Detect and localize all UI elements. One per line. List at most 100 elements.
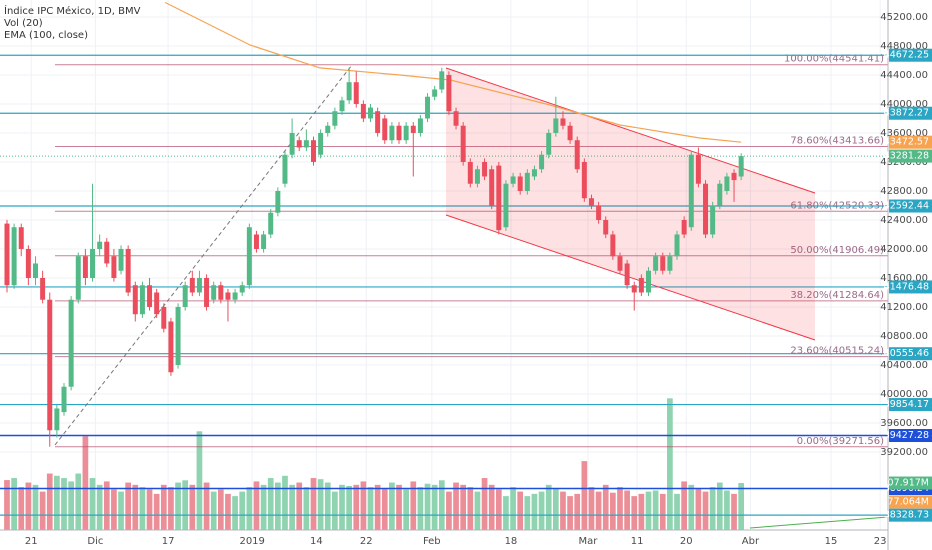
candle-body bbox=[724, 176, 730, 191]
volume-bar bbox=[595, 491, 602, 530]
x-tick-label: Abr bbox=[742, 536, 760, 547]
candle-body bbox=[253, 234, 259, 249]
volume-bar bbox=[431, 484, 438, 530]
volume-bar bbox=[403, 489, 410, 530]
level-label-bg bbox=[889, 508, 932, 522]
candle-body bbox=[674, 234, 680, 257]
volume-bar bbox=[96, 484, 103, 530]
x-tick-label: 2019 bbox=[239, 536, 264, 547]
level-label-bg bbox=[889, 106, 932, 120]
candle-body bbox=[204, 277, 210, 307]
volume-bar bbox=[652, 490, 659, 530]
candle-body bbox=[318, 132, 324, 155]
candle-body bbox=[268, 212, 274, 235]
volume-bar bbox=[182, 480, 189, 530]
volume-bar bbox=[538, 491, 545, 530]
level-label-bg bbox=[889, 398, 932, 412]
volume-bar bbox=[610, 492, 616, 530]
candle-body bbox=[339, 100, 345, 112]
candle-body bbox=[68, 299, 74, 387]
candle-body bbox=[375, 111, 381, 133]
x-tick-label: 17 bbox=[162, 536, 175, 547]
fib-label: 0.00%(39271.56) bbox=[797, 436, 884, 447]
volume-bar bbox=[531, 493, 538, 530]
y-tick-label: 44400.00 bbox=[880, 70, 928, 81]
volume-bar bbox=[68, 481, 74, 530]
volume-bar bbox=[424, 483, 431, 530]
candle-body bbox=[546, 132, 552, 155]
candle-body bbox=[360, 103, 366, 119]
level-label-bg bbox=[889, 429, 932, 443]
level-label: 40555.46 bbox=[884, 348, 929, 359]
volume-bar bbox=[324, 482, 331, 530]
candle-body bbox=[403, 125, 409, 141]
volume-bar bbox=[332, 491, 338, 530]
volume-bar bbox=[146, 489, 153, 530]
candle-body bbox=[560, 118, 566, 126]
candle-body bbox=[496, 165, 502, 231]
candle-body bbox=[282, 154, 288, 184]
volume-bar bbox=[282, 475, 288, 530]
fib-label: 38.20%(41284.64) bbox=[790, 290, 884, 301]
volume-bar bbox=[410, 481, 417, 530]
last-price-label: 43281.28 bbox=[884, 151, 929, 162]
trend-channel bbox=[446, 68, 815, 340]
volume-bar bbox=[360, 481, 367, 530]
volume-bar bbox=[702, 491, 709, 530]
volume-ma-label: 177.064M bbox=[882, 497, 929, 508]
candle-body bbox=[261, 234, 267, 249]
volume-bar bbox=[4, 480, 10, 530]
candle-body bbox=[460, 125, 466, 162]
candle-body bbox=[303, 140, 309, 148]
candle-body bbox=[147, 285, 153, 307]
candle-body bbox=[510, 176, 516, 184]
volume-bar bbox=[460, 484, 467, 530]
candle-body bbox=[667, 256, 673, 271]
volume-bar bbox=[453, 482, 459, 530]
volume-bar bbox=[289, 484, 295, 530]
volume-label: 207.917M bbox=[882, 478, 929, 489]
x-tick-label: Dic bbox=[87, 536, 103, 547]
candle-body bbox=[211, 285, 217, 300]
candle-body bbox=[474, 169, 480, 184]
y-tick-label: 42000.00 bbox=[880, 244, 928, 255]
candle-body bbox=[232, 292, 238, 300]
y-tick-label: 42400.00 bbox=[880, 215, 928, 226]
y-tick-label: 44000.00 bbox=[880, 99, 928, 110]
candle-body bbox=[660, 256, 666, 271]
level-label: 41476.48 bbox=[884, 281, 929, 292]
candle-body bbox=[196, 277, 202, 293]
volume-bar bbox=[217, 489, 224, 530]
volume-label-bg bbox=[889, 476, 932, 490]
candle-body bbox=[54, 408, 60, 431]
candle-body bbox=[47, 299, 53, 431]
volume-bar bbox=[659, 493, 666, 530]
candle-body bbox=[688, 154, 694, 228]
y-tick-label: 44800.00 bbox=[880, 41, 928, 52]
candle-body bbox=[653, 256, 659, 271]
x-tick-label: 15 bbox=[825, 536, 838, 547]
volume-bar bbox=[667, 398, 673, 530]
study-label: EMA (100, close) bbox=[4, 30, 88, 41]
y-tick-label: 39200.00 bbox=[880, 447, 928, 458]
candle-body bbox=[61, 386, 67, 413]
candle-body bbox=[574, 140, 580, 170]
volume-bar bbox=[709, 487, 716, 530]
volume-bar bbox=[389, 482, 395, 530]
volume-ma-label-bg bbox=[889, 495, 932, 509]
x-tick-label: 21 bbox=[25, 536, 38, 547]
candle-body bbox=[90, 248, 96, 278]
volume-bar bbox=[438, 480, 445, 530]
candle-body bbox=[717, 183, 723, 206]
candle-body bbox=[417, 118, 423, 133]
candle-body bbox=[225, 292, 231, 300]
level-label: 39427.28 bbox=[884, 430, 929, 441]
fib-label: 50.00%(41906.49) bbox=[790, 245, 884, 256]
volume-bar bbox=[239, 491, 246, 530]
candle-body bbox=[325, 125, 331, 133]
volume-bar bbox=[125, 482, 132, 530]
candle-body bbox=[638, 277, 644, 293]
fib-label: 100.00%(44541.41) bbox=[784, 54, 884, 65]
volume-bar bbox=[232, 496, 238, 530]
candle-body bbox=[624, 263, 630, 286]
